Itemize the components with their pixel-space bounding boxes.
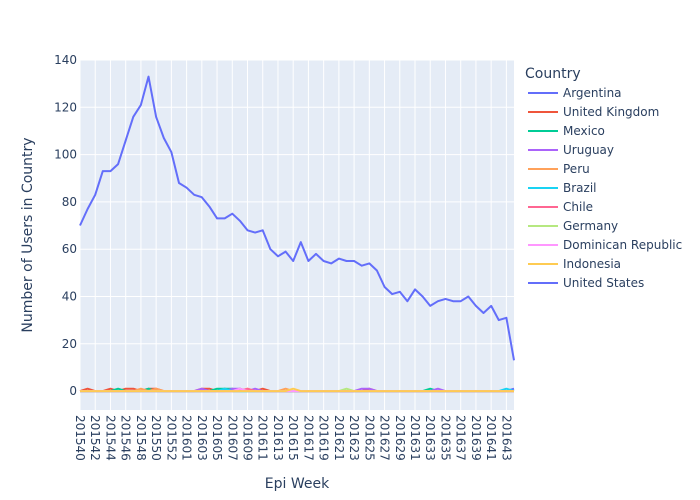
x-tick-label: 201611 <box>256 415 270 461</box>
legend-label: Argentina <box>563 86 622 100</box>
x-tick-label: 201637 <box>454 415 468 461</box>
x-tick-label: 201625 <box>362 415 376 461</box>
legend-item-uruguay[interactable]: Uruguay <box>528 143 614 157</box>
x-axis-title: Epi Week <box>265 476 330 492</box>
grid-layer <box>79 59 514 410</box>
legend-label: Chile <box>563 200 593 214</box>
x-tick-label: 201603 <box>195 415 209 461</box>
x-tick-label: 201627 <box>378 415 392 461</box>
legend-item-argentina[interactable]: Argentina <box>528 86 622 100</box>
y-tick-label: 60 <box>62 242 77 256</box>
x-tick-label: 201631 <box>408 415 422 461</box>
legend-item-brazil[interactable]: Brazil <box>528 181 597 195</box>
legend-item-united-states[interactable]: United States <box>528 276 644 290</box>
x-tick-label: 201548 <box>134 415 148 461</box>
legend-item-indonesia[interactable]: Indonesia <box>528 257 621 271</box>
series-line-united-states <box>79 75 515 361</box>
legend-item-mexico[interactable]: Mexico <box>528 124 605 138</box>
x-tick-label: 201613 <box>271 415 285 461</box>
y-tick-label: 100 <box>54 148 77 162</box>
x-tick-label: 201621 <box>332 415 346 461</box>
x-tick-label: 201635 <box>439 415 453 461</box>
x-tick-label: 201544 <box>104 415 118 461</box>
legend-label: Mexico <box>563 124 605 138</box>
legend-label: United Kingdom <box>563 105 659 119</box>
legend-item-germany[interactable]: Germany <box>528 219 618 233</box>
legend-label: Germany <box>563 219 618 233</box>
y-axis-title: Number of Users in Country <box>20 137 36 332</box>
y-tick-label: 120 <box>54 100 77 114</box>
x-tick-label: 201550 <box>149 415 163 461</box>
x-tick-label: 201641 <box>484 415 498 461</box>
legend-label: Uruguay <box>563 143 614 157</box>
legend-label: Indonesia <box>563 257 621 271</box>
x-tick-label: 201633 <box>423 415 437 461</box>
legend-title: Country <box>525 66 581 82</box>
y-tick-label: 40 <box>62 289 77 303</box>
legend-item-dominican-republic[interactable]: Dominican Republic <box>528 238 682 252</box>
x-tick-label: 201542 <box>88 415 102 461</box>
legend-label: Brazil <box>563 181 597 195</box>
y-tick-label: 140 <box>54 53 77 67</box>
x-tick-label: 201643 <box>499 415 513 461</box>
y-tick-label: 0 <box>69 384 77 398</box>
legend-item-peru[interactable]: Peru <box>528 162 590 176</box>
x-tick-label: 201605 <box>210 415 224 461</box>
x-tick-label: 201619 <box>317 415 331 461</box>
x-tick-label: 201601 <box>180 415 194 461</box>
y-tick-label: 80 <box>62 195 77 209</box>
y-tick-label: 20 <box>62 337 77 351</box>
legend-label: United States <box>563 276 644 290</box>
x-tick-label: 201623 <box>347 415 361 461</box>
legend-item-united-kingdom[interactable]: United Kingdom <box>528 105 659 119</box>
x-tick-label: 201552 <box>164 415 178 461</box>
x-axis-ticks: 201540 201542 201544 201546 201548 201550 2015… <box>73 415 513 461</box>
legend: Country Argentina United Kingdom Mexico Uru… <box>525 66 682 290</box>
x-tick-label: 201546 <box>119 415 133 461</box>
x-tick-label: 201540 <box>73 415 87 461</box>
plot-background <box>80 60 514 410</box>
x-tick-label: 201617 <box>301 415 315 461</box>
x-tick-label: 201609 <box>241 415 255 461</box>
y-axis-ticks: 0 20 40 60 80 100 120 140 <box>54 53 77 398</box>
x-tick-label: 201639 <box>469 415 483 461</box>
series-layer <box>79 75 515 393</box>
legend-item-chile[interactable]: Chile <box>528 200 593 214</box>
legend-label: Peru <box>563 162 590 176</box>
series-line-indonesia <box>80 387 514 393</box>
x-tick-label: 201615 <box>286 415 300 461</box>
legend-label: Dominican Republic <box>563 238 682 252</box>
x-tick-label: 201607 <box>225 415 239 461</box>
x-tick-label: 201629 <box>393 415 407 461</box>
